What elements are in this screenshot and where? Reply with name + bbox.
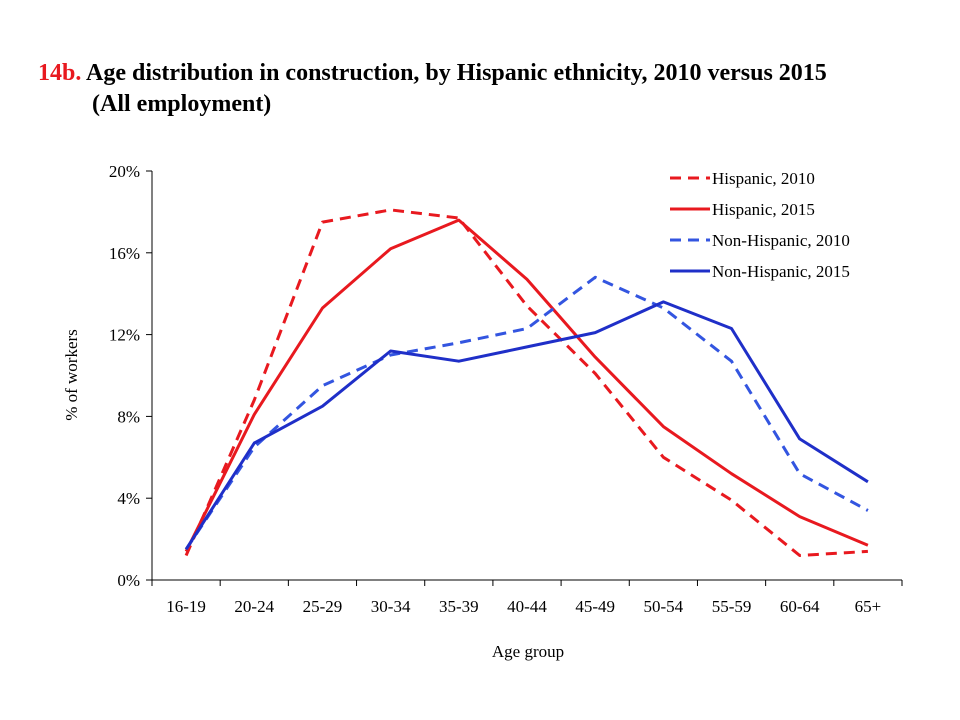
x-tick-label: 65+ bbox=[855, 597, 882, 616]
chart-axes: 0% 4% 8% 12% 16% 20% 16-19 20-24 25-29 30-34 35-39… bbox=[109, 162, 903, 616]
series-layer bbox=[184, 208, 869, 557]
x-tick-label: 55-59 bbox=[712, 597, 752, 616]
x-tick-label: 16-19 bbox=[166, 597, 206, 616]
x-tick-label: 60-64 bbox=[780, 597, 820, 616]
y-tick-label: 8% bbox=[117, 407, 140, 426]
legend-label: Non-Hispanic, 2010 bbox=[712, 231, 850, 250]
x-axis-label: Age group bbox=[492, 642, 564, 661]
legend-label: Hispanic, 2015 bbox=[712, 200, 815, 219]
y-tick-label: 0% bbox=[117, 571, 140, 590]
series-line-1 bbox=[184, 208, 868, 557]
chart-title-prefix: 14b. bbox=[38, 60, 82, 86]
chart-title-block: 14b. Age distribution in construction, b… bbox=[38, 58, 938, 120]
x-tick-label: 40-44 bbox=[507, 597, 547, 616]
series-line-2 bbox=[184, 218, 869, 553]
y-tick-label: 4% bbox=[117, 489, 140, 508]
chart-title-line: 14b. Age distribution in construction, b… bbox=[38, 58, 938, 89]
legend: Hispanic, 2010 Hispanic, 2015 Non-Hispanic… bbox=[670, 169, 850, 281]
legend-label: Hispanic, 2010 bbox=[712, 169, 815, 188]
y-tick-label: 20% bbox=[109, 162, 140, 181]
chart-title: Age distribution in construction, by His… bbox=[86, 60, 827, 86]
x-tick-label: 20-24 bbox=[234, 597, 274, 616]
y-axis-label: % of workers bbox=[62, 329, 81, 421]
series-line-3 bbox=[184, 275, 869, 551]
legend-label: Non-Hispanic, 2015 bbox=[712, 262, 850, 281]
x-tick-label: 25-29 bbox=[303, 597, 343, 616]
x-tick-label: 35-39 bbox=[439, 597, 479, 616]
y-tick-label: 16% bbox=[109, 244, 140, 263]
series-line-4 bbox=[184, 300, 869, 551]
x-tick-label: 50-54 bbox=[644, 597, 684, 616]
y-tick-label: 12% bbox=[109, 326, 140, 345]
x-tick-label: 30-34 bbox=[371, 597, 411, 616]
x-tick-label: 45-49 bbox=[575, 597, 615, 616]
chart-subtitle: (All employment) bbox=[92, 91, 272, 117]
